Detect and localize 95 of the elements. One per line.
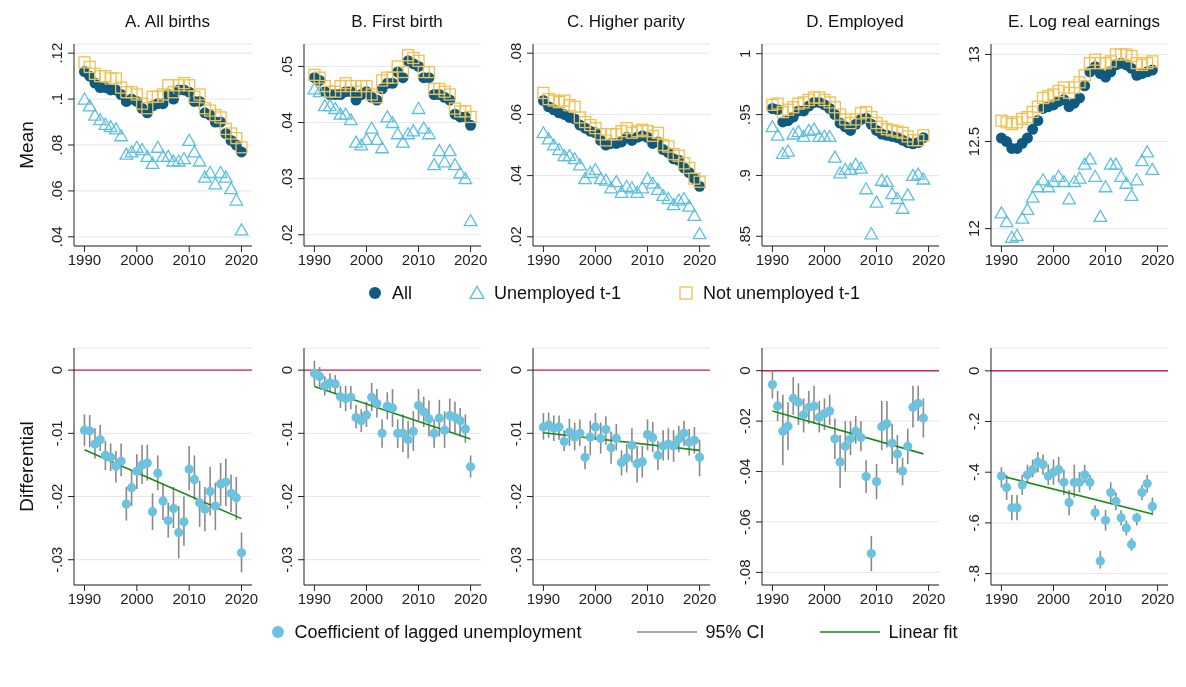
y-tick-label: -.02 [507, 483, 524, 510]
x-tick-label: 2000 [120, 250, 154, 268]
x-tick-label: 2020 [224, 250, 259, 268]
y-tick-label: -.8 [965, 564, 982, 583]
x-tick-label: 2000 [349, 250, 384, 268]
y-tick-label: -.01 [507, 420, 524, 447]
y-tick-label: 0 [736, 366, 753, 375]
x-tick-label: 1990 [755, 250, 790, 268]
y-tick-label: .12 [48, 42, 65, 64]
y-tick-label: .03 [278, 168, 295, 190]
x-tick-label: 2000 [807, 250, 842, 268]
x-tick-label: 2000 [807, 589, 842, 607]
y-tick-label: 0 [48, 365, 65, 375]
x-tick-label: 2020 [682, 589, 717, 607]
x-tick-label: 1990 [297, 250, 332, 268]
y-tick-label: -.03 [48, 546, 65, 573]
y-tick-label: -.01 [48, 420, 65, 447]
legend-label: Unemployed t-1 [493, 282, 621, 304]
x-tick-label: 2000 [1036, 250, 1071, 268]
y-tick-label: .05 [278, 56, 295, 77]
y-tick-label: 12 [965, 220, 982, 237]
y-tick-label: -.02 [278, 483, 295, 510]
x-tick-label: 2010 [859, 589, 894, 607]
x-tick-label: 2000 [1036, 589, 1071, 607]
y-tick-label: 0 [507, 365, 524, 375]
y-tick-label: .85 [736, 225, 753, 247]
y-tick-label: 12.5 [965, 126, 982, 157]
x-tick-label: 2010 [630, 589, 665, 607]
y-tick-label: 0 [965, 366, 982, 375]
x-tick-label: 2020 [224, 589, 259, 607]
chart-title: E. Log real earnings [1006, 11, 1162, 33]
y-tick-label: -.06 [736, 509, 753, 535]
x-tick-label: 2010 [859, 250, 894, 268]
y-tick-label: -.2 [965, 412, 982, 431]
x-tick-label: 2010 [172, 250, 206, 268]
y-tick-label: .04 [278, 112, 295, 133]
x-tick-label: 1990 [526, 250, 561, 268]
x-tick-label: 2020 [453, 250, 488, 268]
x-tick-label: 1990 [297, 589, 332, 607]
x-tick-label: 1990 [984, 589, 1019, 607]
y-tick-label: -.03 [278, 546, 295, 573]
x-tick-label: 2020 [1140, 589, 1175, 607]
y-tick-label: .95 [736, 104, 753, 126]
y-tick-label: 0 [278, 365, 295, 375]
y-tick-label: -.02 [736, 408, 753, 435]
legend-label: Coefficient of lagged unemployment [294, 621, 582, 643]
x-tick-label: 2020 [1140, 250, 1175, 268]
y-tick-label: .1 [48, 92, 65, 106]
x-tick-label: 1990 [755, 589, 790, 607]
y-axis-title: Differential [15, 421, 37, 512]
y-tick-label: .04 [48, 226, 65, 248]
y-tick-label: -.04 [736, 458, 753, 485]
y-tick-label: .06 [48, 180, 65, 202]
y-tick-label: .02 [278, 224, 295, 246]
x-tick-label: 2010 [401, 589, 436, 607]
y-tick-label: .04 [507, 165, 524, 187]
y-tick-label: .9 [736, 169, 753, 182]
y-tick-label: -.01 [278, 420, 295, 447]
y-tick-label: -.03 [507, 546, 524, 573]
text: 95% CI [705, 621, 765, 643]
x-tick-label: 2010 [1088, 250, 1123, 268]
chart-title: B. First birth [350, 11, 444, 33]
x-tick-label: 1990 [526, 589, 561, 607]
legend-label: All [391, 282, 412, 304]
x-tick-label: 2000 [349, 589, 384, 607]
x-tick-label: 2000 [578, 250, 613, 268]
y-tick-label: -.4 [965, 463, 982, 481]
x-tick-label: 2010 [630, 250, 665, 268]
chart-title: A. All births [123, 11, 211, 33]
x-tick-label: 2010 [1088, 589, 1123, 607]
x-tick-label: 2020 [911, 250, 946, 268]
x-tick-label: 1990 [67, 250, 102, 268]
y-tick-label: 13 [965, 46, 982, 63]
x-tick-label: 2010 [401, 250, 436, 268]
legend-label: Linear fit [888, 621, 958, 643]
y-tick-label: .06 [507, 103, 524, 125]
x-tick-label: 2020 [911, 589, 946, 607]
y-tick-label: -.08 [736, 559, 753, 586]
y-axis-title: Mean [15, 121, 37, 169]
x-tick-label: 1990 [67, 589, 102, 607]
x-tick-label: 2020 [682, 250, 717, 268]
y-tick-label: 1 [736, 49, 753, 58]
y-tick-label: -.02 [48, 483, 65, 510]
x-tick-label: 2000 [120, 589, 154, 607]
y-tick-label: .08 [48, 134, 65, 156]
y-tick-label: .02 [507, 226, 524, 248]
y-tick-label: .08 [507, 42, 524, 64]
x-tick-label: 1990 [984, 250, 1019, 268]
chart-title: D. Employed [805, 11, 905, 33]
x-tick-label: 2010 [172, 589, 206, 607]
y-tick-label: -.6 [965, 514, 982, 532]
x-tick-label: 2020 [453, 589, 488, 607]
chart-title: C. Higher parity [565, 11, 687, 33]
x-tick-label: 2000 [578, 589, 613, 607]
legend-label: Not unemployed t-1 [703, 282, 861, 304]
